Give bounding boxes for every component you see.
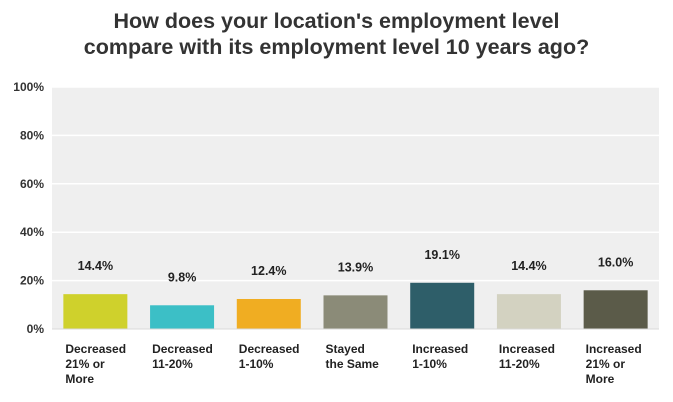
y-tick-label: 80%: [20, 128, 44, 142]
x-tick-label: Stayed: [326, 342, 365, 356]
chart-title: How does your location's employment leve…: [0, 8, 673, 60]
bar: [150, 305, 215, 329]
data-label: 13.9%: [338, 260, 373, 274]
x-tick-label: Increased: [586, 342, 642, 356]
data-label: 12.4%: [251, 264, 286, 278]
data-label: 9.8%: [168, 270, 197, 284]
plot-area: [52, 87, 659, 329]
data-label: 14.4%: [511, 259, 546, 273]
x-tick-label: 21% or: [65, 357, 105, 371]
x-tick-label: 1-10%: [412, 357, 447, 371]
x-tick-label: Increased: [499, 342, 555, 356]
x-tick-label: 11-20%: [499, 357, 540, 371]
bar: [583, 290, 648, 329]
data-label: 19.1%: [424, 248, 459, 262]
x-tick-label: 21% or: [586, 357, 626, 371]
y-tick-label: 40%: [20, 225, 44, 239]
x-tick-label: the Same: [326, 357, 380, 371]
y-tick-label: 0%: [27, 322, 45, 336]
x-tick-label: Decreased: [65, 342, 126, 356]
chart-title-line-1: How does your location's employment leve…: [113, 9, 560, 33]
chart-title-line-2: compare with its employment level 10 yea…: [83, 35, 590, 59]
x-tick-label: 11-20%: [152, 357, 193, 371]
bar: [236, 298, 301, 329]
x-tick-label: Increased: [412, 342, 468, 356]
x-tick-label: More: [65, 372, 94, 386]
y-tick-label: 100%: [13, 80, 44, 94]
x-tick-label: Decreased: [239, 342, 300, 356]
x-tick-label: Decreased: [152, 342, 213, 356]
x-tick-label: More: [586, 372, 615, 386]
bar: [323, 295, 388, 329]
bar: [496, 294, 561, 329]
y-tick-label: 60%: [20, 177, 44, 191]
data-label: 14.4%: [78, 259, 113, 273]
bar: [410, 282, 475, 329]
bar: [63, 294, 128, 329]
x-tick-label: 1-10%: [239, 357, 274, 371]
y-tick-label: 20%: [20, 274, 44, 288]
data-label: 16.0%: [598, 255, 633, 269]
